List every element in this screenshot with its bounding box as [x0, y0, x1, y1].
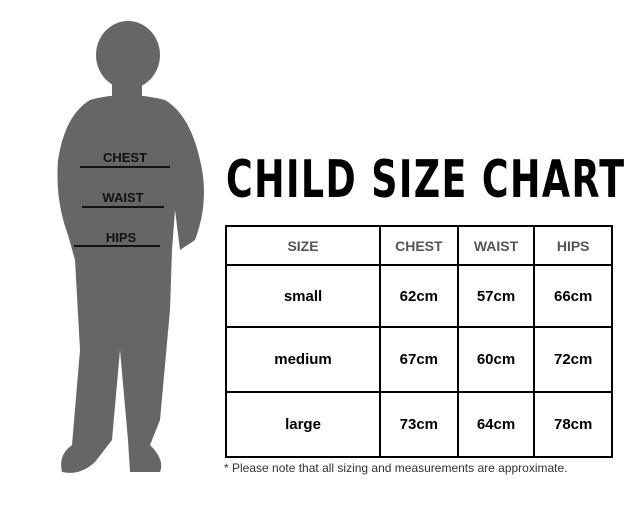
header-hips: HIPS — [533, 225, 613, 266]
waist-label: WAIST — [102, 190, 144, 205]
cell-size: small — [225, 264, 381, 328]
child-silhouette — [57, 21, 204, 473]
cell-size: large — [225, 391, 381, 458]
cell-waist: 60cm — [456, 326, 536, 393]
header-chest: CHEST — [379, 225, 459, 266]
disclaimer-note: * Please note that all sizing and measur… — [224, 461, 568, 475]
table-row: medium 67cm 60cm 72cm — [225, 326, 613, 393]
cell-hips: 66cm — [533, 264, 613, 328]
cell-chest: 62cm — [379, 264, 459, 328]
hips-line — [74, 245, 160, 247]
cell-hips: 78cm — [533, 391, 613, 458]
chest-label: CHEST — [102, 150, 148, 165]
waist-line — [82, 206, 164, 208]
page-title: CHILD SIZE CHART — [226, 150, 626, 210]
table-header-row: SIZE CHEST WAIST HIPS — [225, 225, 613, 266]
table-row: small 62cm 57cm 66cm — [225, 264, 613, 328]
size-table: SIZE CHEST WAIST HIPS small 62cm 57cm 66… — [225, 225, 613, 458]
cell-waist: 64cm — [456, 391, 536, 458]
chest-line — [80, 166, 170, 168]
cell-chest: 67cm — [379, 326, 459, 393]
cell-chest: 73cm — [379, 391, 459, 458]
cell-waist: 57cm — [456, 264, 536, 328]
cell-size: medium — [225, 326, 381, 393]
header-size: SIZE — [225, 225, 381, 266]
table-row: large 73cm 64cm 78cm — [225, 391, 613, 458]
hips-label: HIPS — [105, 230, 137, 245]
header-waist: WAIST — [456, 225, 536, 266]
cell-hips: 72cm — [533, 326, 613, 393]
